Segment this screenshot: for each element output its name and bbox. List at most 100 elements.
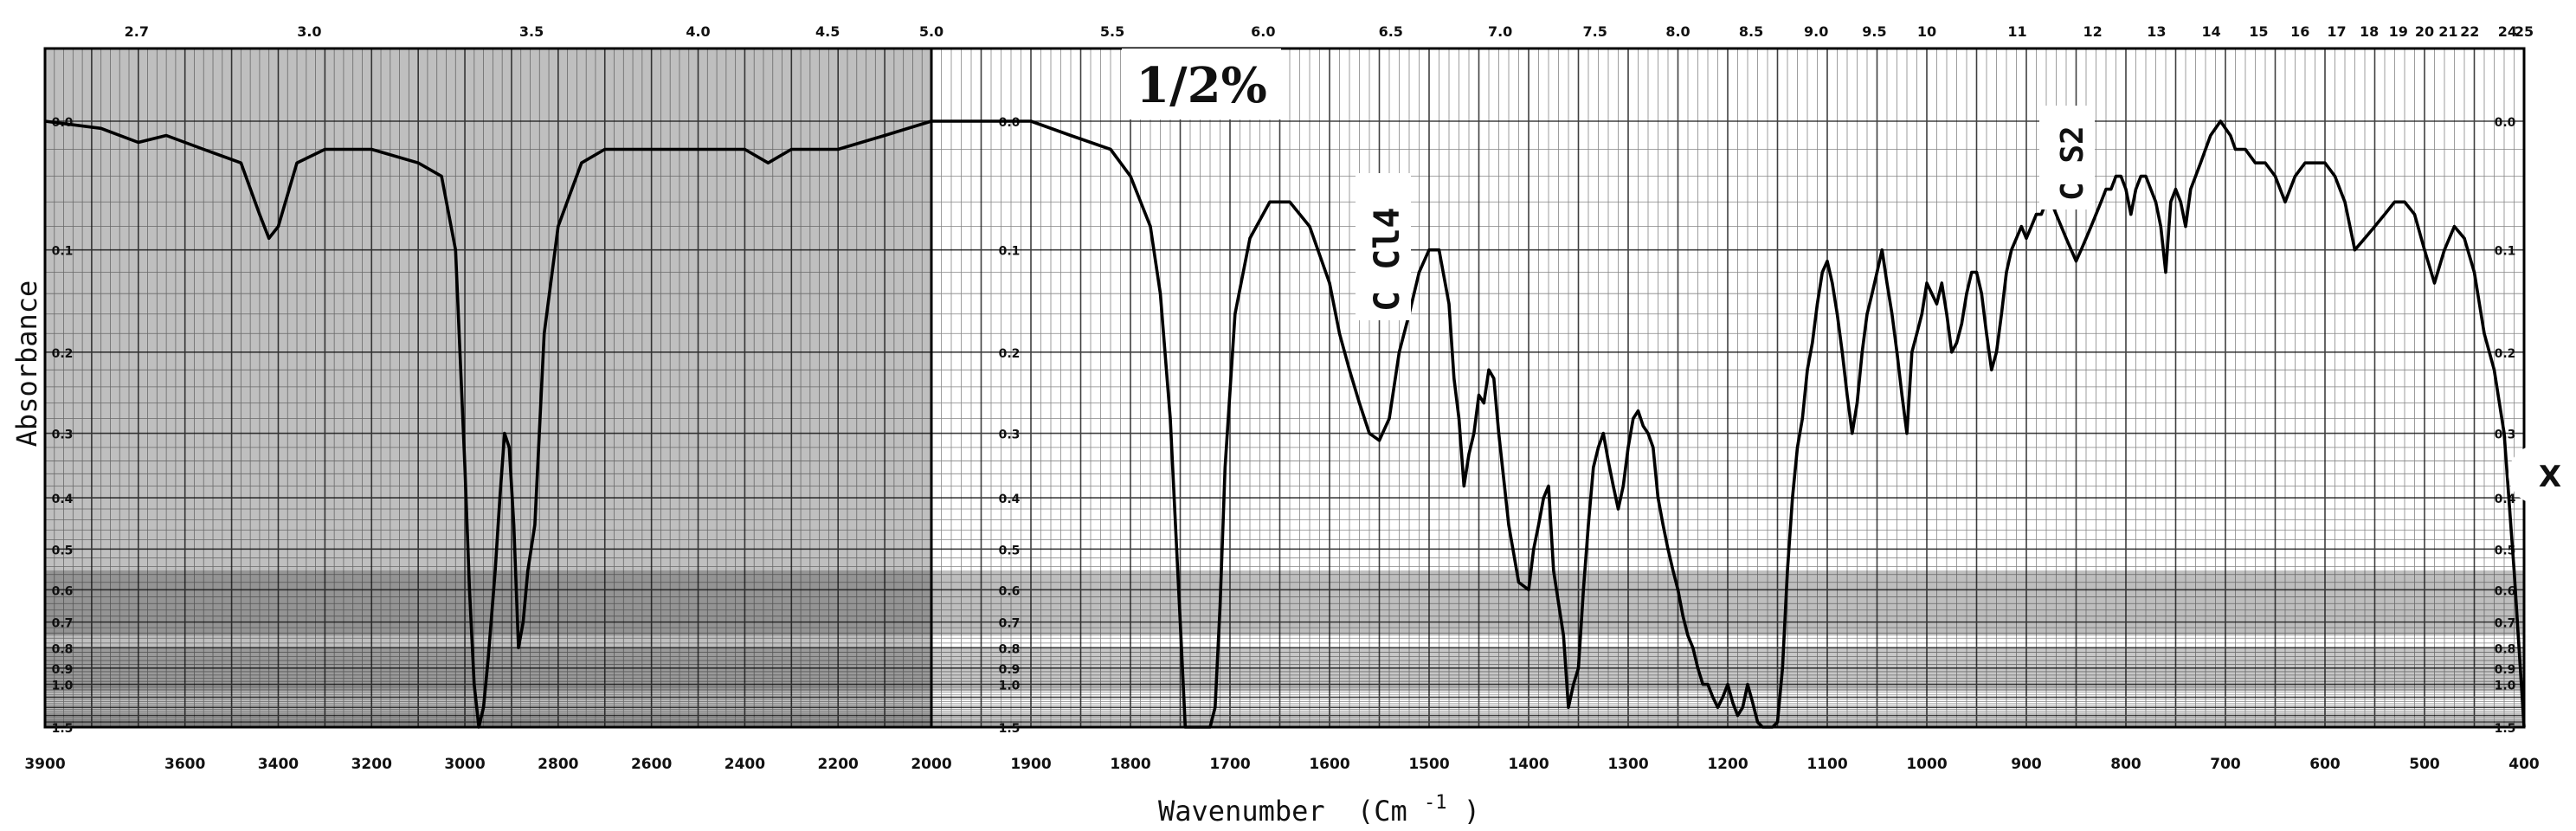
x-tick-label: 800 [2110,756,2141,773]
x-tick-label: 3900 [24,756,65,773]
y-tick-label: 0.7 [999,617,1021,631]
x-tick-label: 3000 [444,756,485,773]
top-tick-label: 20 [2415,23,2434,40]
y-tick-label: 0.4 [2495,493,2516,506]
x-tick-label: 2200 [818,756,859,773]
x-tick-label: 2400 [724,756,765,773]
y-tick-label: 1.5 [2495,722,2516,736]
y-tick-label: 0.6 [52,584,74,598]
top-tick-label: 9.5 [1862,23,1886,40]
top-tick-label: 19 [2389,23,2408,40]
y-tick-label: 0.8 [52,642,74,656]
top-tick-label: 5.0 [919,23,943,40]
top-tick-label: 18 [2360,23,2379,40]
annotation-ccl4: C Cl4 [1356,173,1411,320]
top-tick-label: 10 [1917,23,1936,40]
y-tick-label: 1.0 [999,680,1021,693]
top-tick-label: 3.0 [297,23,321,40]
chart-shading-bands [45,570,2524,692]
top-tick-label: 4.5 [815,23,840,40]
x-axis-title: Wavenumber (Cm -1 ) [1158,783,1480,828]
x-tick-label: 1700 [1209,756,1250,773]
x-tick-label: 1400 [1508,756,1549,773]
x-tick-label: 3600 [164,756,205,773]
y-tick-label: 0.0 [2495,116,2516,130]
y-tick-label: 0.9 [2495,663,2516,677]
y-tick-label: 0.6 [999,584,1021,598]
y-tick-label: 0.5 [999,544,1021,557]
top-tick-label: 4.0 [686,23,710,40]
x-tick-label: 3200 [351,756,392,773]
y-tick-label: 0.8 [999,642,1021,656]
shade-band-upper [45,570,2524,636]
top-tick-label: 16 [2290,23,2309,40]
annotation-ccl4-box [1356,173,1411,320]
x-tick-label: 900 [2011,756,2042,773]
annotation-cs2-box [2039,106,2095,209]
y-tick-label: 0.2 [52,347,74,361]
x-axis-title-unit-close: ) [1464,795,1480,828]
y-tick-label: 0.9 [52,663,74,677]
annotation-x-marker-text: X [2539,460,2561,494]
annotation-x-marker-circle [2508,445,2567,504]
top-tick-label: 2.7 [125,23,149,40]
annotation-concentration-text: 1/2% [1136,57,1267,114]
y-tick-label: 0.2 [999,347,1021,361]
top-tick-label: 5.5 [1100,23,1124,40]
y-tick-label: 0.4 [999,493,1021,506]
top-tick-label: 22 [2460,23,2479,40]
y-tick-label: 0.7 [52,617,74,631]
top-tick-labels: 2.7 3.0 3.5 4.0 4.5 5.0 5.5 6.0 6.5 7.0 7.5 8.0 8.5 9… [125,23,2534,40]
x-tick-label: 500 [2409,756,2440,773]
x-tick-label: 1900 [1010,756,1051,773]
x-axis-title-unit-exponent: -1 [1424,792,1447,814]
y-tick-label: 0.5 [52,544,74,557]
y-tick-label: 1.0 [52,680,74,693]
series-line-spectrum [44,119,2526,729]
annotation-cs2: C S2 [2039,106,2095,209]
x-tick-label: 1100 [1806,756,1847,773]
annotation-cs2-text: C S2 [2055,126,2090,201]
y-tick-label: 0.4 [52,493,74,506]
y-tick-label: 0.7 [2495,617,2516,631]
y-tick-label: 0.1 [52,245,74,259]
y-tick-label: 1.0 [2495,680,2516,693]
top-tick-label: 7.0 [1488,23,1512,40]
y-axis-title: Absorbance [10,280,43,448]
x-tick-label: 2000 [911,756,951,773]
x-tick-label: 700 [2210,756,2241,773]
top-tick-label: 8.5 [1739,23,1763,40]
top-tick-label: 9.0 [1804,23,1828,40]
x-tick-label: 3400 [258,756,299,773]
top-tick-label: 6.0 [1251,23,1275,40]
x-axis-title-word: Wavenumber [1158,795,1325,828]
y-tick-label: 0.1 [2495,245,2516,259]
y-tick-label: 0.6 [2495,584,2516,598]
x-tick-label: 1300 [1607,756,1648,773]
top-tick-label: 8.0 [1665,23,1690,40]
top-tick-label: 6.5 [1379,23,1403,40]
top-tick-label: 24 [2498,23,2517,40]
grid-minor [45,48,2524,727]
y-tick-label: 0.8 [2495,642,2516,656]
y-tick-label: 1.5 [52,722,74,736]
annotation-ccl4-text: C Cl4 [1368,208,1407,312]
y-tick-label: 0.2 [2495,347,2516,361]
x-axis-title-unit: (Cm [1357,795,1407,828]
annotation-concentration-box [1122,48,1281,119]
x-tick-label: 1000 [1906,756,1947,773]
annotation-x-marker: X [2508,445,2567,504]
x-tick-label: 1500 [1408,756,1449,773]
top-tick-label: 3.5 [519,23,544,40]
y-tick-label: 0.0 [999,116,1021,130]
x-tick-label: 400 [2508,756,2540,773]
plot-frame [43,47,2526,729]
x-tick-label: 1600 [1309,756,1349,773]
top-tick-label: 11 [2007,23,2026,40]
chart-shading-left [45,48,931,727]
x-tick-label: 2800 [538,756,578,773]
top-tick-label: 13 [2147,23,2166,40]
top-tick-label: 25 [2515,23,2534,40]
top-tick-label: 14 [2201,23,2220,40]
x-tick-label: 1200 [1707,756,1748,773]
